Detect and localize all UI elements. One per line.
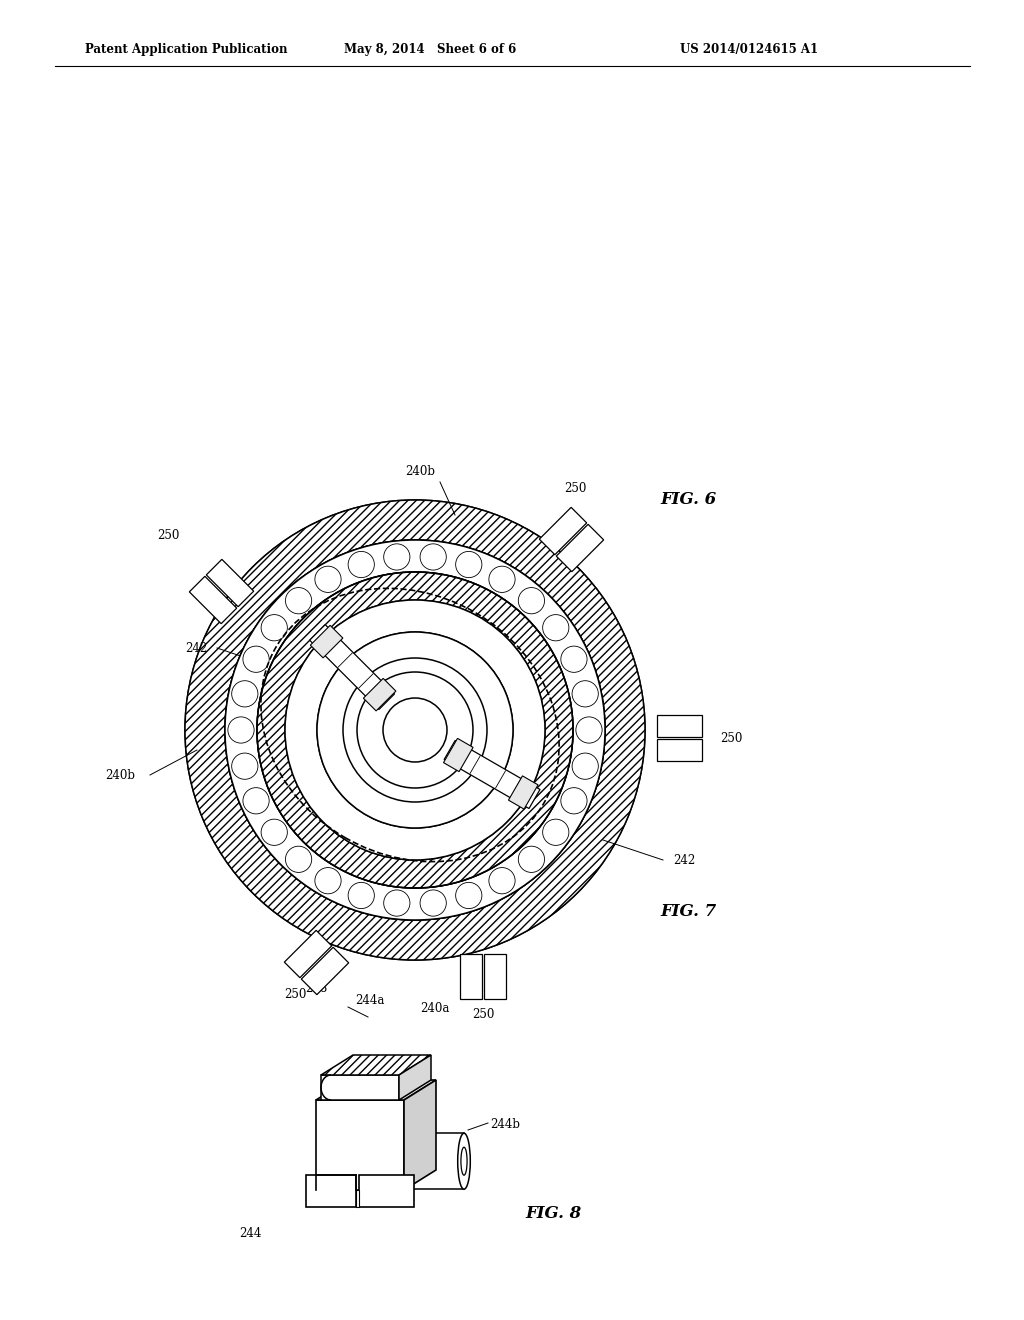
Text: 215: 215 <box>439 642 461 655</box>
Polygon shape <box>404 1080 436 1191</box>
Text: FIG. 7: FIG. 7 <box>660 903 716 920</box>
Polygon shape <box>285 931 332 978</box>
Circle shape <box>420 890 446 916</box>
Text: 244: 244 <box>429 838 452 851</box>
Text: 244b: 244b <box>490 1118 520 1131</box>
Circle shape <box>231 681 258 708</box>
Polygon shape <box>656 739 701 762</box>
Ellipse shape <box>458 1133 470 1189</box>
Polygon shape <box>404 1133 464 1189</box>
Text: 250: 250 <box>284 987 306 1001</box>
Text: 240a: 240a <box>420 1002 450 1015</box>
Text: 242: 242 <box>184 642 207 655</box>
Circle shape <box>314 867 341 894</box>
Text: 244a: 244a <box>355 994 385 1007</box>
Polygon shape <box>321 1055 431 1074</box>
Circle shape <box>575 717 602 743</box>
Text: 260: 260 <box>441 609 464 622</box>
Polygon shape <box>356 1191 359 1206</box>
Text: 250: 250 <box>158 528 180 541</box>
Circle shape <box>383 698 447 762</box>
Circle shape <box>488 867 515 894</box>
Polygon shape <box>460 953 482 998</box>
Polygon shape <box>443 738 473 772</box>
Circle shape <box>384 890 410 916</box>
Text: 240b: 240b <box>105 768 135 781</box>
Polygon shape <box>316 1100 404 1191</box>
Circle shape <box>561 645 587 672</box>
Text: 248: 248 <box>305 982 327 995</box>
Ellipse shape <box>461 1147 467 1175</box>
Text: FIG. 6: FIG. 6 <box>660 491 716 508</box>
Circle shape <box>561 788 587 814</box>
Polygon shape <box>364 678 396 711</box>
Polygon shape <box>321 1074 399 1100</box>
Circle shape <box>572 752 598 779</box>
Text: 250: 250 <box>472 1008 495 1020</box>
Polygon shape <box>399 1055 431 1100</box>
Circle shape <box>315 566 341 593</box>
Circle shape <box>348 882 375 908</box>
Polygon shape <box>509 776 538 809</box>
Circle shape <box>228 717 254 743</box>
Circle shape <box>488 566 515 593</box>
Circle shape <box>225 540 605 920</box>
Text: 243: 243 <box>437 742 460 755</box>
Text: 250: 250 <box>564 482 586 495</box>
Circle shape <box>518 846 545 873</box>
Polygon shape <box>359 1175 414 1206</box>
Text: 250: 250 <box>720 731 742 744</box>
Polygon shape <box>540 507 587 554</box>
Circle shape <box>384 544 410 570</box>
Polygon shape <box>556 524 604 572</box>
Polygon shape <box>206 560 254 607</box>
Polygon shape <box>306 1175 356 1206</box>
Circle shape <box>261 820 288 845</box>
Text: Patent Application Publication: Patent Application Publication <box>85 44 288 57</box>
Circle shape <box>243 645 269 672</box>
Text: 210: 210 <box>437 692 459 705</box>
Circle shape <box>543 820 569 845</box>
Circle shape <box>572 681 598 708</box>
Circle shape <box>543 615 569 640</box>
Circle shape <box>420 544 446 570</box>
Polygon shape <box>484 953 506 998</box>
Text: 242: 242 <box>673 854 695 866</box>
Text: 240b: 240b <box>406 465 435 478</box>
Polygon shape <box>301 948 349 995</box>
Text: May 8, 2014   Sheet 6 of 6: May 8, 2014 Sheet 6 of 6 <box>344 44 516 57</box>
Circle shape <box>456 552 482 578</box>
Text: 244: 244 <box>239 1228 261 1239</box>
Circle shape <box>286 846 311 873</box>
Circle shape <box>261 615 288 640</box>
Polygon shape <box>656 715 701 737</box>
Circle shape <box>357 672 473 788</box>
Text: US 2014/0124615 A1: US 2014/0124615 A1 <box>680 44 818 57</box>
Polygon shape <box>310 626 343 657</box>
Circle shape <box>185 500 645 960</box>
Polygon shape <box>309 624 394 709</box>
Circle shape <box>243 788 269 814</box>
Circle shape <box>286 587 311 614</box>
Polygon shape <box>444 741 540 809</box>
Circle shape <box>456 882 482 908</box>
Circle shape <box>231 752 258 779</box>
Circle shape <box>518 587 545 614</box>
Text: FIG. 8: FIG. 8 <box>525 1204 582 1221</box>
Polygon shape <box>316 1080 436 1100</box>
Polygon shape <box>189 577 237 623</box>
Circle shape <box>348 552 375 578</box>
